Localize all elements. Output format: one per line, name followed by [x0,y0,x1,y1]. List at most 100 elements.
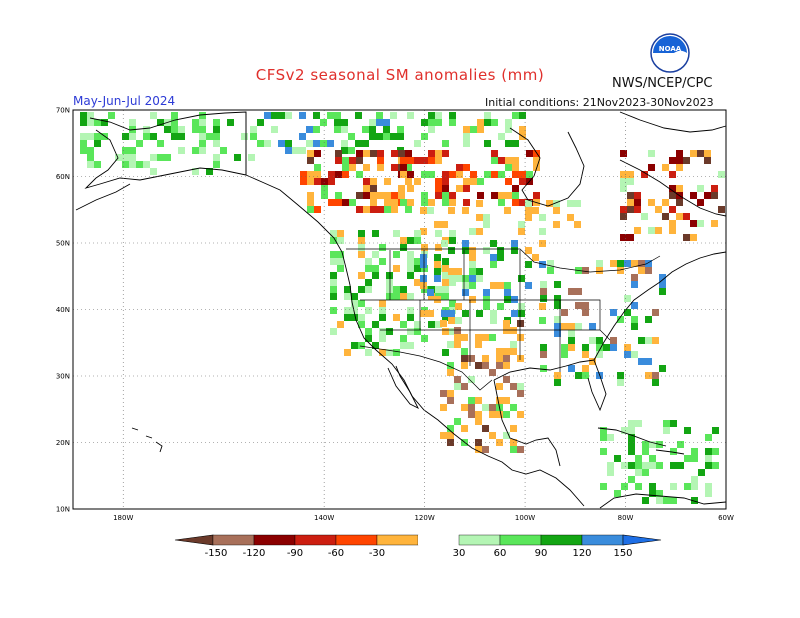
anomaly-cell [264,112,271,119]
anomaly-cell [484,171,491,178]
anomaly-cell [447,362,454,369]
anomaly-cell [476,310,483,317]
anomaly-cell [503,362,510,369]
anomaly-cell [518,310,525,317]
anomaly-cell [517,390,524,397]
anomaly-cell [178,133,185,140]
colorbar-box [458,534,501,546]
anomaly-cell [87,119,94,126]
anomaly-cell [525,282,532,289]
anomaly-cell [652,337,659,344]
anomaly-cell [470,178,477,185]
anomaly-cell [330,307,337,314]
anomaly-cell [337,237,344,244]
anomaly-cell [435,185,442,192]
anomaly-cell [115,154,122,161]
anomaly-cell [414,230,421,237]
anomaly-cell [634,199,641,206]
anomaly-cell [462,240,469,247]
anomaly-cell [440,404,447,411]
anomaly-cell [414,157,421,164]
anomaly-cell [568,323,575,330]
anomaly-cell [589,358,596,365]
colorbar-label: -120 [243,548,266,559]
anomaly-cell [434,268,441,275]
anomaly-cell [213,154,220,161]
anomaly-cell [335,150,342,157]
anomaly-cell [659,274,666,281]
anomaly-cell [568,365,575,372]
anomaly-cell [491,192,498,199]
anomaly-cell [171,112,178,119]
anomaly-cell [157,154,164,161]
colorbar-label: 150 [613,548,632,559]
anomaly-cell [554,379,561,386]
anomaly-cell [449,237,456,244]
anomaly-cell [483,247,490,254]
anomaly-cell [498,199,505,206]
anomaly-cell [447,397,454,404]
anomaly-cell [525,207,532,214]
anomaly-cell [511,296,518,303]
anomaly-cell [454,383,461,390]
anomaly-cell [171,133,178,140]
anomaly-cell [400,335,407,342]
anomaly-cell [697,199,704,206]
noaa-logo: NOAA [650,33,690,73]
anomaly-cell [684,455,691,462]
anomaly-cell [386,279,393,286]
anomaly-cell [421,286,428,293]
anomaly-cell [547,267,554,274]
anomaly-cell [483,214,490,221]
anomaly-cell [136,140,143,147]
anomaly-cell [642,462,649,469]
anomaly-cell [554,281,561,288]
anomaly-cell [414,258,421,265]
anomaly-cell [414,265,421,272]
anomaly-cell [313,126,320,133]
anomaly-cell [634,206,641,213]
anomaly-cell [358,300,365,307]
anomaly-cell [129,147,136,154]
anomaly-cell [337,230,344,237]
anomaly-cell [554,372,561,379]
anomaly-cell [427,310,434,317]
anomaly-cell [386,349,393,356]
anomaly-cell [171,126,178,133]
anomaly-cell [449,171,456,178]
anomaly-cell [421,133,428,140]
anomaly-cell [533,192,540,199]
anomaly-cell [428,150,435,157]
anomaly-cell [80,112,87,119]
anomaly-cell [150,112,157,119]
anomaly-cell [683,157,690,164]
anomaly-cell [344,286,351,293]
anomaly-cell [199,119,206,126]
anomaly-cell [80,147,87,154]
anomaly-cell [600,483,607,490]
anomaly-cell [596,344,603,351]
anomaly-cell [490,282,497,289]
anomaly-cell [621,462,628,469]
anomaly-cell [645,337,652,344]
anomaly-cell [257,119,264,126]
anomaly-cell [628,427,635,434]
anomaly-cell [676,213,683,220]
anomaly-cell [442,185,449,192]
anomaly-cell [554,330,561,337]
anomaly-cell [554,302,561,309]
anomaly-cell [624,309,631,316]
anomaly-cell [435,244,442,251]
lon-label: 60W [718,514,734,522]
anomaly-cell [456,185,463,192]
anomaly-cell [341,147,348,154]
anomaly-cell [337,265,344,272]
anomaly-cell [80,119,87,126]
anomaly-cell [684,483,691,490]
anomaly-cell [299,133,306,140]
anomaly-cell [328,199,335,206]
anomaly-cell [320,140,327,147]
anomaly-cell [539,303,546,310]
anomaly-cell [641,171,648,178]
